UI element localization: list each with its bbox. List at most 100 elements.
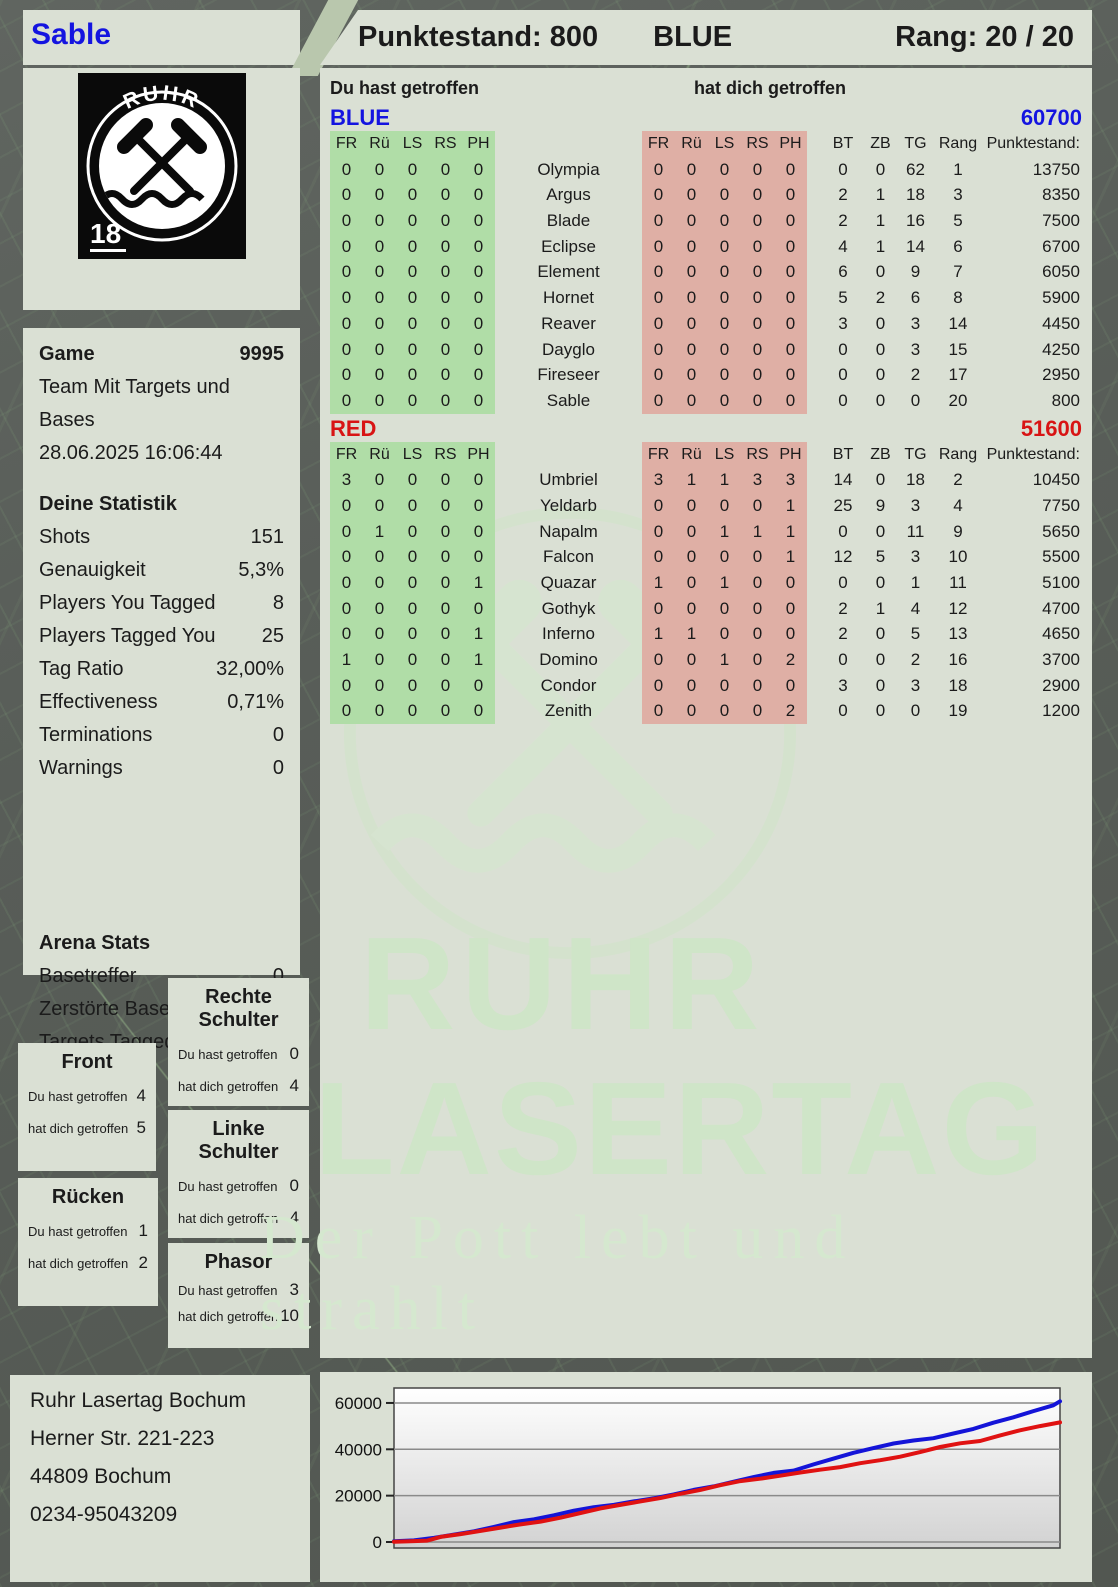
- you-hit-header: Du hast getroffen: [330, 78, 480, 98]
- them-hit-cell: 0: [774, 208, 807, 234]
- spacer: [807, 673, 823, 699]
- bt-cell: 3: [838, 675, 848, 695]
- you-hit-cell: 0: [462, 518, 495, 545]
- them-hit-cell: 0: [708, 336, 741, 363]
- rang-cell: 9: [953, 521, 963, 541]
- you-hit-cell: 0: [330, 362, 363, 388]
- you-hit-cell: 0: [330, 621, 363, 648]
- you-hit-cell: 0: [396, 698, 429, 725]
- hitzone-title: Rücken: [51, 1186, 125, 1208]
- hitzone-them-value: 10: [280, 1306, 299, 1325]
- bt-cell: 0: [838, 573, 848, 592]
- team-header: BLUE 60700: [330, 105, 1082, 131]
- rang-cell: 17: [948, 365, 968, 385]
- hit-column-header: RS: [741, 441, 774, 468]
- you-hit-cell: 0: [462, 156, 495, 183]
- bt-cell: 3: [838, 313, 848, 333]
- player-name-cell: Hornet: [542, 288, 595, 308]
- bt-cell: 0: [838, 521, 848, 541]
- stats-column-header: ZB: [870, 445, 891, 463]
- hitzone-them-label: hat dich getroffen: [178, 1211, 279, 1226]
- stat-value: 25: [261, 625, 284, 647]
- them-hit-cell: 0: [675, 492, 708, 519]
- zb-cell: 0: [875, 159, 886, 179]
- hitzone-you-value: 4: [136, 1086, 146, 1105]
- them-hit-cell: 1: [741, 518, 774, 545]
- them-hit-cell: 0: [642, 387, 675, 414]
- them-hit-cell: 0: [741, 310, 774, 337]
- them-hit-cell: 0: [774, 259, 807, 286]
- player-name-cell: Falcon: [542, 547, 595, 567]
- rang-cell: 2: [953, 470, 963, 490]
- them-hit-cell: 0: [774, 233, 807, 260]
- tg-cell: 9: [910, 262, 921, 282]
- you-hit-cell: 0: [429, 518, 462, 545]
- player-name-cell: Gothyk: [541, 598, 596, 618]
- zb-cell: 9: [875, 495, 886, 515]
- game-label: Game: [39, 343, 95, 365]
- hitzone-you-value: 3: [289, 1280, 299, 1299]
- stat-row: Terminations 0: [39, 719, 284, 752]
- you-hit-cell: 0: [330, 595, 363, 622]
- team-name-label: BLUE: [330, 105, 390, 130]
- bt-cell: 0: [838, 390, 848, 410]
- them-hit-cell: 0: [708, 387, 741, 414]
- stat-label: Shots: [39, 526, 91, 548]
- player-name-cell: Inferno: [542, 624, 595, 644]
- you-hit-cell: 0: [330, 672, 363, 699]
- them-hit-cell: 0: [741, 672, 774, 699]
- bt-cell: 4: [838, 236, 848, 256]
- team-section-red: RED 51600 FR Rü LS RS PH FR Rü LS RS PH BT ZB TG Rang Pu…: [330, 416, 1082, 725]
- stats-column-header: Rang: [938, 135, 978, 152]
- points-cell: 4650: [1042, 624, 1080, 644]
- them-hit-cell: 0: [741, 647, 774, 673]
- them-hit-cell: 0: [642, 672, 675, 699]
- them-hit-cell: 2: [774, 698, 807, 725]
- hitzone-title: Rechte Schulter: [198, 986, 279, 1031]
- crossed-hammers-icon: [117, 118, 207, 195]
- spacer: [807, 131, 823, 157]
- points-cell: 5900: [1042, 288, 1080, 308]
- you-hit-cell: 0: [363, 621, 396, 648]
- points-cell: 4700: [1042, 598, 1080, 618]
- you-hit-cell: 0: [396, 492, 429, 519]
- them-hit-cell: 1: [708, 467, 741, 493]
- you-hit-cell: 0: [330, 570, 363, 596]
- points-cell: 5100: [1042, 573, 1080, 592]
- you-hit-cell: 0: [462, 595, 495, 622]
- you-hit-cell: 0: [330, 336, 363, 363]
- hitzone-panel-phasor: Phasor Du hast getroffen 3 hat dich getro…: [168, 1243, 309, 1348]
- them-hit-cell: 0: [774, 387, 807, 414]
- venue-phone: 0234-95043209: [30, 1503, 178, 1526]
- hitzone-you-value: 0: [289, 1044, 299, 1063]
- them-hit-cell: 0: [708, 595, 741, 622]
- game-mode: Team Mit Targets und Bases: [39, 376, 230, 431]
- rang-cell: 20: [948, 390, 968, 410]
- tg-cell: 0: [910, 701, 921, 721]
- rang-cell: 14: [948, 313, 968, 333]
- score-tables-panel: RUHR LASERTAG Der Pott lebt und strahlt …: [260, 68, 1092, 1358]
- them-hit-cell: 0: [741, 233, 774, 260]
- you-hit-cell: 0: [396, 285, 429, 311]
- them-hit-cell: 0: [642, 698, 675, 725]
- zb-cell: 0: [875, 339, 886, 359]
- them-hit-cell: 0: [675, 310, 708, 337]
- tg-cell: 3: [910, 675, 921, 695]
- them-hit-cell: 0: [774, 570, 807, 596]
- them-hit-cell: 0: [675, 336, 708, 363]
- you-hit-cell: 0: [429, 621, 462, 648]
- hitzone-panel-linke-schulter: Linke Schulter Du hast getroffen 0 hat di…: [168, 1110, 309, 1238]
- player-rank-label: Rang: 20 / 20: [895, 21, 1074, 53]
- you-hit-cell: 0: [429, 259, 462, 286]
- you-hit-cell: 3: [330, 467, 363, 493]
- them-hit-cell: 0: [675, 647, 708, 673]
- watermark-text-lasertag: LASERTAG: [314, 1055, 1047, 1202]
- zb-cell: 0: [875, 262, 886, 282]
- you-hit-cell: 0: [363, 570, 396, 596]
- hit-column-header: FR: [642, 131, 675, 157]
- hit-column-header: RS: [741, 131, 774, 157]
- hitzone-you-label: Du hast getroffen: [178, 1047, 278, 1062]
- tg-cell: 62: [906, 159, 925, 179]
- them-hit-cell: 0: [741, 259, 774, 286]
- them-hit-cell: 3: [774, 467, 807, 493]
